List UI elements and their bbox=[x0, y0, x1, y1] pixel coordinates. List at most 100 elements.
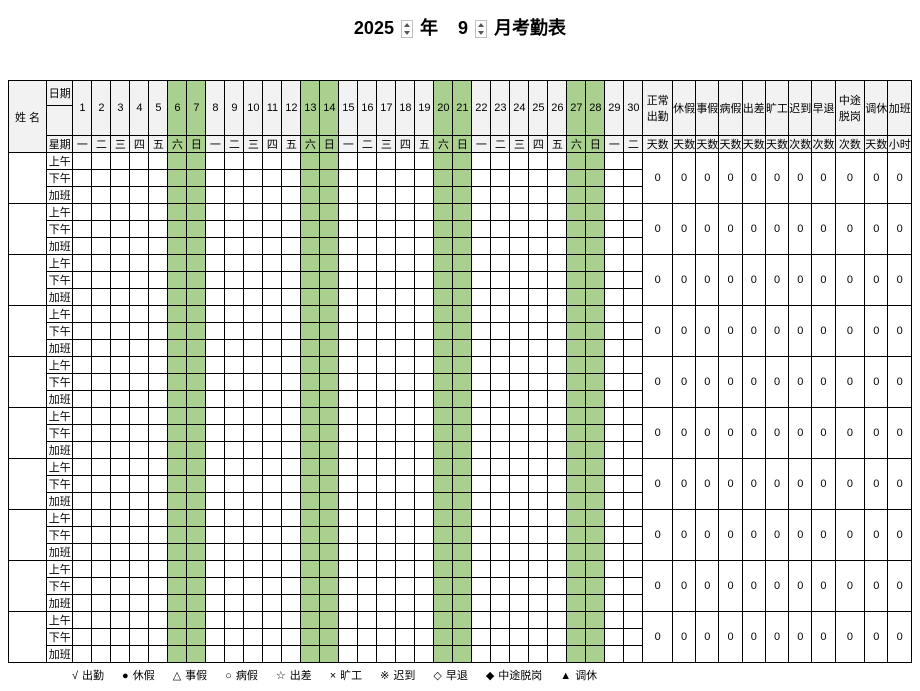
cell[interactable] bbox=[301, 629, 320, 646]
cell[interactable] bbox=[491, 578, 510, 595]
cell[interactable] bbox=[624, 510, 643, 527]
cell[interactable] bbox=[377, 221, 396, 238]
cell[interactable] bbox=[206, 238, 225, 255]
cell[interactable] bbox=[434, 340, 453, 357]
cell[interactable] bbox=[586, 357, 605, 374]
cell[interactable] bbox=[73, 170, 92, 187]
cell[interactable] bbox=[567, 629, 586, 646]
cell[interactable] bbox=[244, 391, 263, 408]
cell[interactable] bbox=[244, 289, 263, 306]
cell[interactable] bbox=[339, 170, 358, 187]
cell[interactable] bbox=[377, 510, 396, 527]
cell[interactable] bbox=[415, 255, 434, 272]
cell[interactable] bbox=[605, 221, 624, 238]
cell[interactable] bbox=[605, 425, 624, 442]
cell[interactable] bbox=[529, 493, 548, 510]
cell[interactable] bbox=[244, 357, 263, 374]
cell[interactable] bbox=[624, 238, 643, 255]
cell[interactable] bbox=[472, 238, 491, 255]
cell[interactable] bbox=[491, 561, 510, 578]
cell[interactable] bbox=[586, 561, 605, 578]
cell[interactable] bbox=[548, 323, 567, 340]
cell[interactable] bbox=[415, 629, 434, 646]
cell[interactable] bbox=[491, 391, 510, 408]
cell[interactable] bbox=[567, 391, 586, 408]
cell[interactable] bbox=[396, 374, 415, 391]
cell[interactable] bbox=[206, 442, 225, 459]
cell[interactable] bbox=[339, 323, 358, 340]
cell[interactable] bbox=[624, 391, 643, 408]
cell[interactable] bbox=[491, 204, 510, 221]
cell[interactable] bbox=[605, 238, 624, 255]
cell[interactable] bbox=[415, 612, 434, 629]
cell[interactable] bbox=[225, 646, 244, 663]
cell[interactable] bbox=[453, 272, 472, 289]
cell[interactable] bbox=[624, 204, 643, 221]
cell[interactable] bbox=[168, 595, 187, 612]
cell[interactable] bbox=[491, 340, 510, 357]
cell[interactable] bbox=[548, 646, 567, 663]
cell[interactable] bbox=[358, 408, 377, 425]
cell[interactable] bbox=[320, 170, 339, 187]
cell[interactable] bbox=[472, 408, 491, 425]
cell[interactable] bbox=[510, 561, 529, 578]
cell[interactable] bbox=[111, 442, 130, 459]
cell[interactable] bbox=[339, 255, 358, 272]
cell[interactable] bbox=[263, 272, 282, 289]
cell[interactable] bbox=[244, 578, 263, 595]
cell[interactable] bbox=[282, 255, 301, 272]
cell[interactable] bbox=[73, 255, 92, 272]
cell[interactable] bbox=[130, 238, 149, 255]
cell[interactable] bbox=[73, 612, 92, 629]
cell[interactable] bbox=[282, 510, 301, 527]
cell[interactable] bbox=[206, 459, 225, 476]
cell[interactable] bbox=[130, 170, 149, 187]
cell[interactable] bbox=[377, 646, 396, 663]
cell[interactable] bbox=[130, 289, 149, 306]
cell[interactable] bbox=[377, 459, 396, 476]
cell[interactable] bbox=[434, 391, 453, 408]
cell[interactable] bbox=[187, 357, 206, 374]
cell[interactable] bbox=[624, 357, 643, 374]
cell[interactable] bbox=[263, 357, 282, 374]
cell[interactable] bbox=[282, 391, 301, 408]
cell[interactable] bbox=[377, 153, 396, 170]
cell[interactable] bbox=[434, 612, 453, 629]
cell[interactable] bbox=[358, 272, 377, 289]
cell[interactable] bbox=[472, 374, 491, 391]
cell[interactable] bbox=[358, 221, 377, 238]
cell[interactable] bbox=[149, 578, 168, 595]
cell[interactable] bbox=[73, 340, 92, 357]
cell[interactable] bbox=[567, 153, 586, 170]
cell[interactable] bbox=[434, 408, 453, 425]
cell[interactable] bbox=[320, 493, 339, 510]
cell[interactable] bbox=[149, 306, 168, 323]
cell[interactable] bbox=[491, 459, 510, 476]
cell[interactable] bbox=[206, 493, 225, 510]
cell[interactable] bbox=[73, 442, 92, 459]
cell[interactable] bbox=[510, 459, 529, 476]
cell[interactable] bbox=[168, 238, 187, 255]
cell[interactable] bbox=[130, 408, 149, 425]
cell[interactable] bbox=[225, 578, 244, 595]
cell[interactable] bbox=[168, 221, 187, 238]
cell[interactable] bbox=[415, 374, 434, 391]
cell[interactable] bbox=[472, 187, 491, 204]
cell[interactable] bbox=[434, 374, 453, 391]
cell[interactable] bbox=[377, 527, 396, 544]
cell[interactable] bbox=[548, 561, 567, 578]
cell[interactable] bbox=[529, 323, 548, 340]
cell[interactable] bbox=[244, 255, 263, 272]
cell[interactable] bbox=[472, 493, 491, 510]
cell[interactable] bbox=[320, 289, 339, 306]
cell[interactable] bbox=[491, 646, 510, 663]
cell[interactable] bbox=[225, 493, 244, 510]
cell[interactable] bbox=[92, 629, 111, 646]
cell[interactable] bbox=[567, 204, 586, 221]
cell[interactable] bbox=[225, 408, 244, 425]
cell[interactable] bbox=[434, 323, 453, 340]
cell[interactable] bbox=[168, 153, 187, 170]
cell[interactable] bbox=[339, 493, 358, 510]
cell[interactable] bbox=[415, 442, 434, 459]
cell[interactable] bbox=[149, 323, 168, 340]
